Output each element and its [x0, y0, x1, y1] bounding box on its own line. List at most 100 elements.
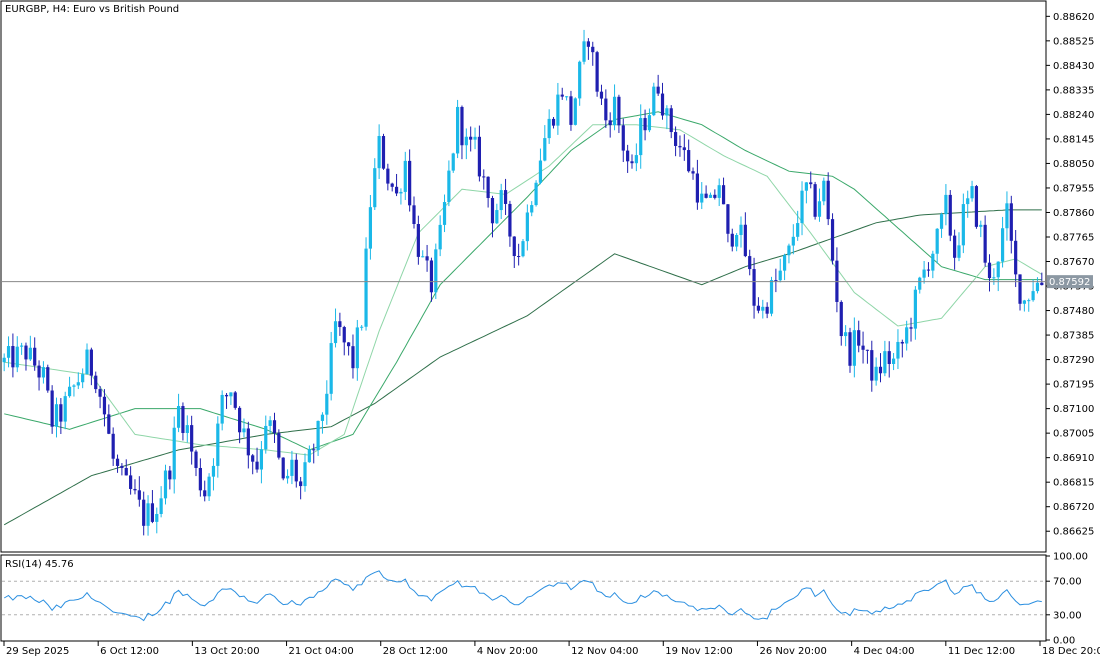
candle-body — [229, 392, 233, 397]
candle-body — [233, 392, 237, 408]
chart-title: EURGBP, H4: Euro vs British Pound — [5, 4, 179, 15]
candle-body — [281, 457, 285, 479]
time-tick-label: 26 Nov 20:00 — [759, 646, 826, 657]
rsi-panel-frame — [0, 554, 1047, 642]
candle-body — [259, 449, 264, 470]
candle-body — [735, 234, 739, 247]
candle-body — [957, 245, 961, 258]
candle-body — [176, 406, 181, 428]
candle-body — [224, 394, 229, 397]
price-tick-label: 0.88145 — [1053, 134, 1094, 145]
price-tick-label: 0.88335 — [1053, 85, 1094, 96]
rsi-label: RSI(14) 45.76 — [5, 559, 74, 570]
candle-body — [909, 327, 913, 329]
candle-body — [360, 326, 364, 328]
candle-body — [285, 475, 290, 479]
candle-body — [63, 396, 67, 422]
candle-body — [416, 224, 420, 257]
rsi-panel[interactable]: RSI(14) 45.76 — [0, 554, 1047, 642]
candle-body — [652, 86, 656, 116]
candle-body — [477, 136, 482, 177]
price-tick-label: 0.87195 — [1053, 380, 1094, 391]
time-tick-label: 19 Nov 12:00 — [665, 646, 732, 657]
time-tick-label: 4 Dec 04:00 — [854, 646, 915, 657]
candle-body — [503, 190, 508, 204]
rsi-tick-label: 0.00 — [1053, 636, 1075, 647]
candle-body — [900, 341, 904, 344]
candle-body — [1035, 282, 1040, 292]
time-tick-label: 6 Oct 12:00 — [100, 646, 159, 657]
time-axis[interactable]: 29 Sep 2025 6 Oct 12:00 13 Oct 20:00 21 Oct… — [3, 641, 1100, 657]
candle-body — [621, 125, 625, 151]
candle-body — [543, 138, 547, 161]
price-axis[interactable]: 0.88620 0.88525 0.88430 0.88335 0.88240 0.881… — [1046, 12, 1094, 538]
candle-body — [591, 46, 595, 53]
candle-body — [708, 194, 713, 198]
candle-body — [33, 347, 37, 366]
candle-body — [626, 150, 630, 162]
candle-body — [586, 41, 590, 47]
candle-body — [98, 389, 102, 397]
price-tick-label: 0.86720 — [1053, 502, 1094, 513]
candle-body — [299, 481, 303, 487]
price-tick-label: 0.87005 — [1053, 429, 1094, 440]
candle-body — [530, 205, 534, 213]
candle-body — [120, 465, 124, 468]
candle-body — [778, 270, 782, 281]
candle-body — [608, 120, 612, 126]
candle-body — [756, 305, 761, 311]
price-tick-label: 0.86815 — [1053, 478, 1094, 489]
candle-body — [185, 425, 189, 433]
candle-body — [874, 366, 878, 381]
candle-body — [442, 202, 447, 225]
candle-body — [438, 224, 442, 250]
price-tick-label: 0.87670 — [1053, 257, 1094, 268]
candle-body — [983, 224, 987, 263]
price-tick-label: 0.87955 — [1053, 183, 1094, 194]
candle-body — [787, 245, 791, 256]
candle-body — [595, 52, 599, 92]
candle-body — [294, 459, 298, 482]
price-panel[interactable]: EURGBP, H4: Euro vs British Pound — [0, 0, 1047, 553]
price-tick-label: 0.88620 — [1053, 12, 1094, 23]
candle-body — [647, 115, 652, 131]
candle-body — [944, 194, 948, 215]
candle-body — [1009, 203, 1013, 241]
candle-body — [992, 277, 996, 279]
candle-body — [211, 465, 216, 477]
candle-body — [839, 301, 843, 337]
candle-body — [67, 386, 72, 397]
candle-body — [163, 470, 168, 499]
candle-body — [303, 462, 307, 487]
candle-body — [678, 145, 682, 148]
candle-body — [272, 420, 277, 434]
rsi-series-line — [3, 570, 1042, 622]
candle-body — [830, 219, 835, 261]
ma-slow-line — [3, 209, 1042, 526]
candle-body — [255, 461, 259, 470]
candle-body — [312, 449, 316, 451]
candle-body — [386, 168, 390, 184]
price-tick-label: 0.87765 — [1053, 232, 1094, 243]
candle-body — [181, 406, 185, 433]
candle-body — [434, 249, 438, 293]
candle-body — [578, 61, 582, 99]
candle-body — [809, 182, 813, 185]
candle-body — [939, 214, 944, 229]
candle-body — [748, 256, 752, 270]
candle-body — [878, 366, 883, 374]
candle-body — [1031, 291, 1035, 301]
rsi-axis[interactable]: 100.00 70.00 30.00 0.00 — [1046, 552, 1088, 647]
candle-body — [124, 467, 128, 476]
candle-body — [486, 176, 490, 199]
candle-body — [704, 193, 708, 198]
time-tick-label: 11 Dec 12:00 — [948, 646, 1015, 657]
candle-body — [848, 332, 852, 366]
candle-body — [569, 96, 573, 125]
candles — [2, 29, 1044, 536]
candle-body — [564, 96, 569, 98]
candle-body — [782, 255, 787, 271]
candle-body — [203, 490, 207, 497]
candle-body — [146, 503, 150, 526]
candle-body — [408, 160, 412, 206]
